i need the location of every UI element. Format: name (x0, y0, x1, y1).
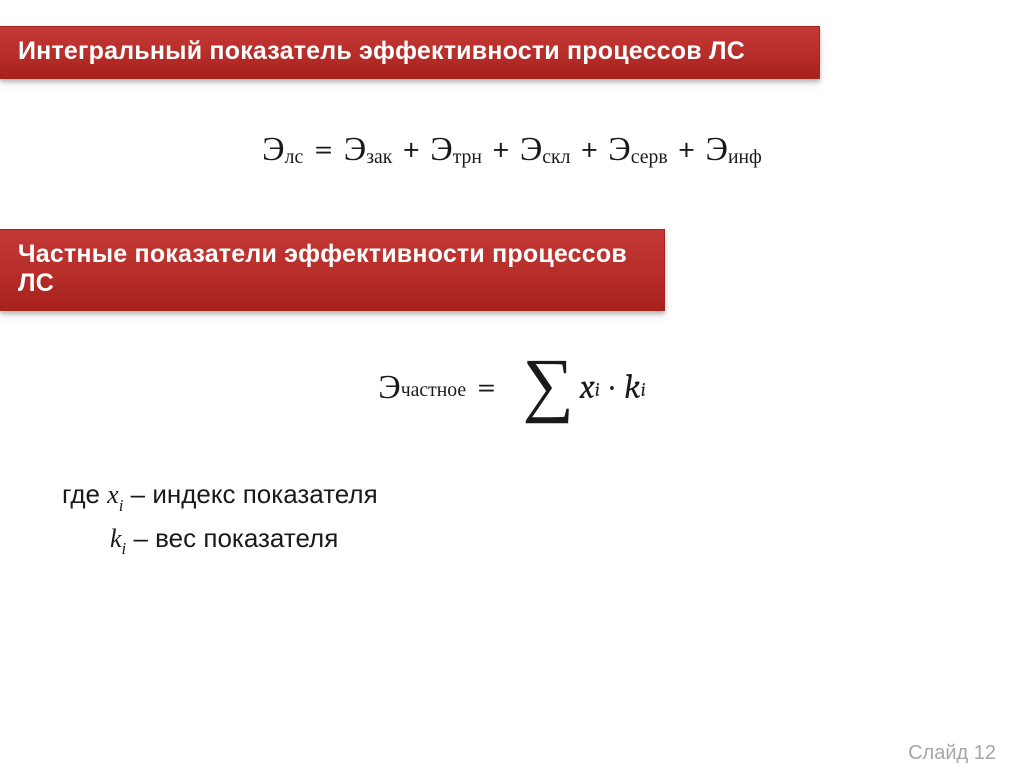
sigma-icon: ∑ (523, 363, 574, 406)
slide-number-text: Слайд 12 (908, 742, 996, 764)
explain-line-2: ki – вес показателя (62, 518, 1024, 561)
formula-integral: Элс = Эзак + Этрн + Эскл + Эсерв + Эинф (0, 129, 1024, 169)
explain-l1-pre: где (62, 479, 107, 509)
slide-number: Слайд 12 (908, 742, 996, 765)
f1-t3-sub: серв (631, 145, 668, 169)
f2-x-base: x (580, 367, 595, 407)
f1-lhs-sub: лс (285, 145, 304, 169)
f1-t4-sub: инф (728, 145, 762, 169)
heading-partial-text: Частные показатели эффективности процесс… (18, 240, 627, 297)
f1-lhs-base: Э (262, 129, 284, 169)
f1-t0-sub: зак (366, 145, 392, 169)
f2-k-sub: i (641, 378, 646, 401)
heading-integral: Интегральный показатель эффективности пр… (0, 26, 820, 79)
f1-t1-sub: трн (453, 145, 482, 169)
explain-block: где xi – индекс показателя ki – вес пока… (62, 474, 1024, 561)
f1-t2-sub: скл (542, 145, 570, 169)
f2-lhs-sub: частное (401, 378, 466, 402)
explain-line-1: где xi – индекс показателя (62, 474, 1024, 517)
formula-partial: Эчастное = ∑ xi · ki (0, 365, 1024, 408)
explain-l2-sub: i (122, 539, 127, 558)
f2-dot: · (610, 367, 614, 407)
heading-integral-text: Интегральный показатель эффективности пр… (18, 37, 745, 65)
f1-t3-base: Э (608, 129, 630, 169)
slide: Интегральный показатель эффективности пр… (0, 26, 1024, 767)
f1-plus2: + (580, 129, 599, 169)
f1-plus1: + (491, 129, 510, 169)
explain-l2-sym: k (110, 524, 122, 553)
f1-plus0: + (402, 129, 421, 169)
f1-plus3: + (677, 129, 696, 169)
f1-t4-base: Э (706, 129, 728, 169)
explain-l2-post: – вес показателя (126, 523, 338, 553)
f2-k-base: k (624, 367, 641, 407)
f1-t0-base: Э (344, 129, 366, 169)
f1-t2-base: Э (520, 129, 542, 169)
f2-lhs-base: Э (378, 367, 400, 407)
f2-eq: = (477, 367, 496, 407)
heading-partial: Частные показатели эффективности процесс… (0, 229, 665, 311)
formula-integral-math: Элс = Эзак + Этрн + Эскл + Эсерв + Эинф (262, 129, 762, 169)
explain-l1-sym: x (107, 480, 119, 509)
explain-l1-post: – индекс показателя (123, 479, 377, 509)
f1-t1-base: Э (430, 129, 452, 169)
formula-partial-math: Эчастное = ∑ xi · ki (378, 365, 646, 408)
explain-l1-sub: i (119, 496, 124, 515)
f2-x-sub: i (595, 378, 600, 401)
f1-eq: = (314, 129, 333, 169)
